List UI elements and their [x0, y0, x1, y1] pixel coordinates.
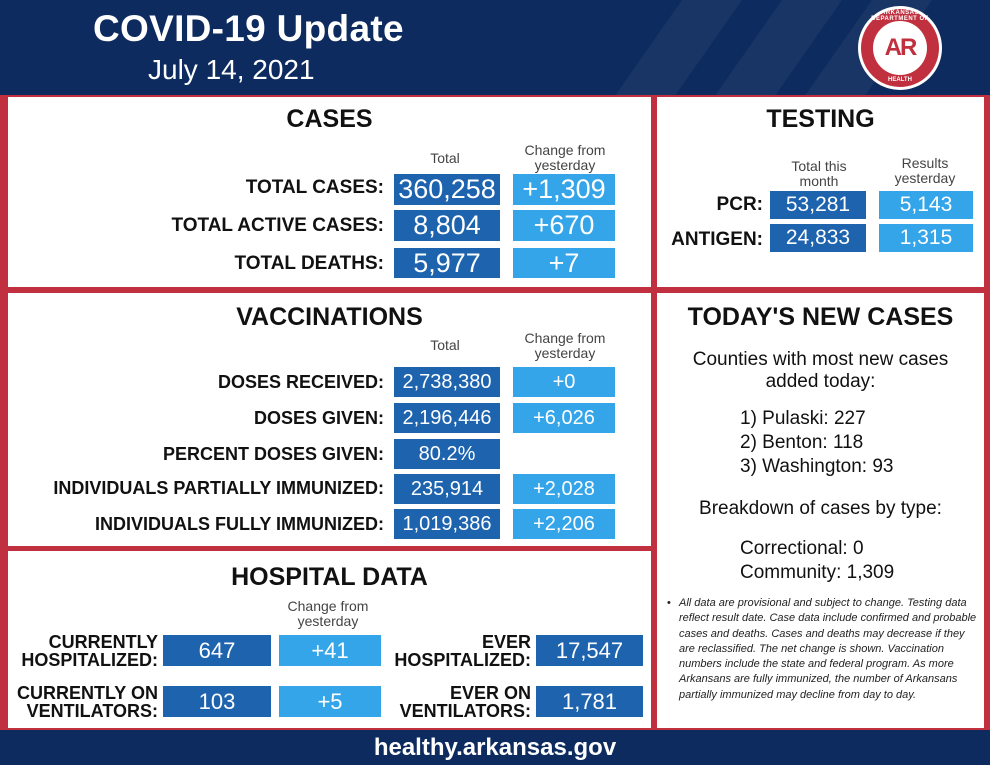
partially-immunized-label: INDIVIDUALS PARTIALLY IMMUNIZED: [53, 478, 384, 498]
footer-url-link[interactable]: healthy.arkansas.gov [373, 734, 617, 761]
currently-ventilators-change: +5 [279, 686, 381, 717]
seal-rim-text: ARKANSAS DEPARTMENT OF [871, 10, 929, 22]
new-cases-title: TODAY'S NEW CASES [687, 303, 954, 331]
footer-banner: healthy.arkansas.gov [0, 730, 990, 765]
percent-doses-label: PERCENT DOSES GIVEN: [162, 444, 384, 464]
fully-immunized-total-value: 1,019,386 [394, 509, 500, 539]
label-line: CURRENTLY [48, 632, 158, 652]
doses-received-change-value: +0 [513, 367, 615, 397]
currently-hospitalized-value: 647 [163, 635, 271, 666]
hospital-title: HOSPITAL DATA [231, 563, 428, 591]
cases-total-value: 360,258 [394, 174, 500, 205]
vaccinations-panel: VACCINATIONS Total Change from yesterday… [8, 293, 651, 546]
partially-immunized-change-value: +2,028 [513, 474, 615, 504]
currently-hospitalized-label: CURRENTLY HOSPITALIZED: [8, 633, 158, 669]
pcr-label: PCR: [716, 194, 763, 215]
antigen-total-value: 24,833 [770, 224, 866, 252]
report-date: July 14, 2021 [148, 54, 315, 85]
testing-title: TESTING [766, 105, 875, 133]
ever-ventilators-value: 1,781 [536, 686, 643, 717]
pcr-change-value: 5,143 [879, 191, 973, 219]
cases-col-total: Total [430, 150, 460, 166]
label-line: HOSPITALIZED: [394, 650, 531, 670]
counties-heading-line-2: added today: [765, 371, 876, 392]
seal-inner: AR [873, 21, 927, 75]
label-line: VENTILATORS: [399, 701, 531, 721]
hospital-panel: HOSPITAL DATA Change from yesterday CURR… [8, 551, 651, 728]
deaths-total-value: 5,977 [394, 248, 500, 278]
testing-panel: TESTING Total this month Results yesterd… [657, 97, 984, 287]
doses-received-total-value: 2,738,380 [394, 367, 500, 397]
cases-col-change: Change from yesterday [524, 142, 606, 173]
ever-hospitalized-value: 17,547 [536, 635, 643, 666]
label-line: HOSPITALIZED: [21, 650, 158, 670]
seal-logo-text: AR [884, 34, 918, 61]
breakdown-item: Correctional: 0 [740, 538, 864, 559]
new-cases-panel: TODAY'S NEW CASES Counties with most new… [657, 293, 984, 728]
label-line: EVER ON [449, 683, 531, 703]
active-cases-change-value: +670 [513, 210, 615, 241]
active-cases-label: TOTAL ACTIVE CASES: [171, 215, 384, 236]
partially-immunized-total-value: 235,914 [394, 474, 500, 504]
fully-immunized-change-value: +2,206 [513, 509, 615, 539]
vaccinations-title: VACCINATIONS [236, 303, 423, 331]
county-item: 2) Benton: 118 [740, 432, 864, 453]
county-item: 3) Washington: 93 [740, 456, 894, 477]
testing-col-change: Results yesterday [894, 155, 956, 186]
county-item: 1) Pulaski: 227 [740, 408, 866, 429]
pcr-total-value: 53,281 [770, 191, 866, 219]
seal-rim-bottom-text: HEALTH [888, 77, 912, 83]
label-line: EVER [481, 632, 531, 652]
data-disclaimer-note: • All data are provisional and subject t… [667, 596, 977, 703]
antigen-label: ANTIGEN: [671, 229, 763, 250]
currently-ventilators-value: 103 [163, 686, 271, 717]
active-cases-total-value: 8,804 [394, 210, 500, 241]
cases-panel: CASES Total Change from yesterday TOTAL … [8, 97, 651, 287]
breakdown-item: Community: 1,309 [740, 562, 895, 583]
percent-doses-value: 80.2% [394, 439, 500, 469]
doses-given-label: DOSES GIVEN: [253, 408, 384, 428]
header-banner: COVID-19 Update July 14, 2021 ARKANSAS D… [0, 0, 990, 95]
disclaimer-text: All data are provisional and subject to … [679, 597, 977, 701]
doses-received-label: DOSES RECEIVED: [217, 372, 384, 392]
ever-hospitalized-label: EVER HOSPITALIZED: [388, 633, 531, 669]
vacc-col-change: Change from yesterday [524, 330, 606, 361]
bullet-icon: • [667, 597, 671, 609]
antigen-change-value: 1,315 [879, 224, 973, 252]
page-title: COVID-19 Update [93, 8, 404, 49]
health-department-seal: ARKANSAS DEPARTMENT OF AR HEALTH [858, 6, 942, 90]
label-line: CURRENTLY ON [16, 683, 158, 703]
currently-hospitalized-change: +41 [279, 635, 381, 666]
deaths-change-value: +7 [513, 248, 615, 278]
label-line: VENTILATORS: [26, 701, 158, 721]
cases-title: CASES [286, 105, 373, 133]
hospital-col-change: Change from yesterday [287, 598, 369, 629]
currently-ventilators-label: CURRENTLY ON VENTILATORS: [8, 684, 158, 720]
deaths-label: TOTAL DEATHS: [234, 253, 384, 274]
doses-given-change-value: +6,026 [513, 403, 615, 433]
testing-col-total: Total this month [791, 158, 847, 189]
ever-ventilators-label: EVER ON VENTILATORS: [388, 684, 531, 720]
cases-change-value: +1,309 [513, 174, 615, 205]
doses-given-total-value: 2,196,446 [394, 403, 500, 433]
breakdown-heading: Breakdown of cases by type: [699, 498, 942, 519]
vacc-col-total: Total [430, 337, 460, 353]
fully-immunized-label: INDIVIDUALS FULLY IMMUNIZED: [94, 514, 384, 534]
counties-heading-line-1: Counties with most new cases [692, 349, 949, 370]
cases-row-label: TOTAL CASES: [245, 177, 384, 198]
